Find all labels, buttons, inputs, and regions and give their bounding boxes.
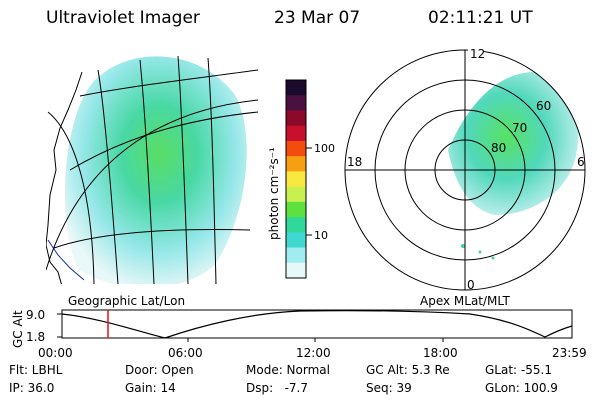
lat-label-80: 80 [491,141,506,155]
coastline [46,71,83,284]
mlt-label-6: 6 [577,155,585,169]
left-map-caption: Geographic Lat/Lon [68,294,185,308]
longitude-line [177,55,189,284]
colorbar [286,80,306,279]
info-mode: Mode: Normal [246,363,330,377]
altitude-curve [61,310,573,339]
longitude-line [207,57,217,284]
info-glat: GLat: -55.1 [485,363,552,377]
polar-map: 12 18 6 0 60 70 80 [344,46,586,292]
colorbar-units: photon cm⁻²s⁻¹ [267,147,281,240]
colorbar-band [286,80,306,96]
colorbar-tick-label: 100 [314,142,335,155]
colorbar-band [286,247,306,264]
longitude-line [47,111,95,284]
altitude-x-label: 23:59 [552,346,587,360]
colorbar-band [286,95,306,111]
altitude-plot: GC Alt 9.0 1.8 00:00 06:00 12:00 18:00 2… [11,308,587,360]
lat-label-70: 70 [512,121,527,135]
uv-emission-polar [448,71,579,215]
mlt-label-12: 12 [470,47,485,61]
altitude-x-label: 12:00 [296,346,331,360]
colorbar-band [286,232,306,249]
info-filter: Flt: LBHL [9,363,63,377]
colorbar-band [286,201,306,218]
altitude-frame [61,309,573,339]
colorbar-band [286,110,306,127]
info-gain: Gain: 14 [125,381,176,395]
altitude-tick-low: 1.8 [26,330,45,344]
emission-dot [491,256,495,260]
info-gc-alt: GC Alt: 5.3 Re [366,363,450,377]
colorbar-frame [285,79,307,279]
colorbar-band [286,186,306,203]
date-label: 23 Mar 07 [274,8,361,28]
colorbar-band [286,262,306,279]
latitude-line [79,69,258,97]
info-dsp: Dsp: -7.7 [246,381,309,395]
latitude-line [53,229,251,249]
altitude-tick-high: 9.0 [26,308,45,322]
info-door: Door: Open [125,363,194,377]
info-ip: IP: 36.0 [9,381,55,395]
altitude-x-label: 06:00 [168,346,203,360]
time-label: 02:11:21 UT [428,8,533,28]
altitude-x-label: 18:00 [423,346,458,360]
colorbar-band [286,217,306,233]
right-map-caption: Apex MLat/MLT [420,294,510,308]
colorbar-band [286,125,306,142]
colorbar-tick-label: 10 [314,229,328,242]
lat-label-60: 60 [536,99,551,113]
altitude-x-label: 00:00 [38,346,73,360]
info-seq: Seq: 39 [366,381,412,395]
coastline-blue [47,239,85,281]
colorbar-band [286,171,306,188]
longitude-line [139,59,155,284]
colorbar-band [286,156,306,172]
app-title: Ultraviolet Imager [46,8,200,28]
latitude-line [69,111,258,171]
emission-dot [478,250,482,254]
info-glon: GLon: 100.9 [485,381,558,395]
colorbar-band [286,140,306,157]
uv-emission-disk [65,56,247,284]
mlt-label-18: 18 [347,155,362,169]
mlt-label-0: 0 [467,278,475,292]
latitude-line [46,99,258,271]
emission-dot [461,244,465,248]
altitude-axis-label: GC Alt [11,310,25,348]
geographic-map [46,55,258,284]
longitude-line [97,69,119,284]
